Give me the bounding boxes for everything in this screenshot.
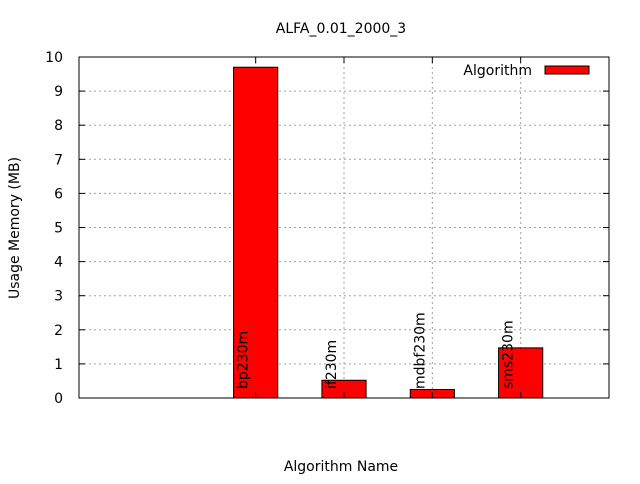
bar-bp230m <box>233 66 279 399</box>
y-tick-label: 8 <box>54 118 63 134</box>
category-label: if230m <box>324 340 340 389</box>
y-tick-label: 0 <box>54 391 63 407</box>
category-label: mdbf230m <box>412 312 428 389</box>
y-tick-label: 4 <box>54 255 63 271</box>
y-tick-label: 1 <box>54 357 63 373</box>
y-tick-label: 6 <box>54 186 63 202</box>
category-label: bp230m <box>236 331 252 389</box>
y-tick-label: 7 <box>54 152 63 168</box>
y-tick-label: 5 <box>54 221 63 237</box>
legend-swatch <box>544 65 590 75</box>
chart-title: ALFA_0.01_2000_3 <box>276 21 406 37</box>
legend: Algorithm <box>463 63 590 79</box>
y-tick-label: 3 <box>54 289 63 305</box>
category-labels: bp230m if230m mdbf230m sms230m <box>236 312 517 389</box>
x-axis-label: Algorithm Name <box>284 459 398 475</box>
category-label: sms230m <box>501 320 517 389</box>
legend-label: Algorithm <box>463 63 532 79</box>
y-tick-label: 2 <box>54 323 63 339</box>
y-tick-label: 9 <box>54 84 63 100</box>
y-axis: 0 1 2 3 4 5 6 7 8 9 10 <box>45 50 609 407</box>
bars <box>233 66 544 399</box>
grid-lines <box>79 57 609 398</box>
y-axis-label: Usage Memory (MB) <box>7 157 23 299</box>
y-tick-label: 10 <box>45 50 63 66</box>
